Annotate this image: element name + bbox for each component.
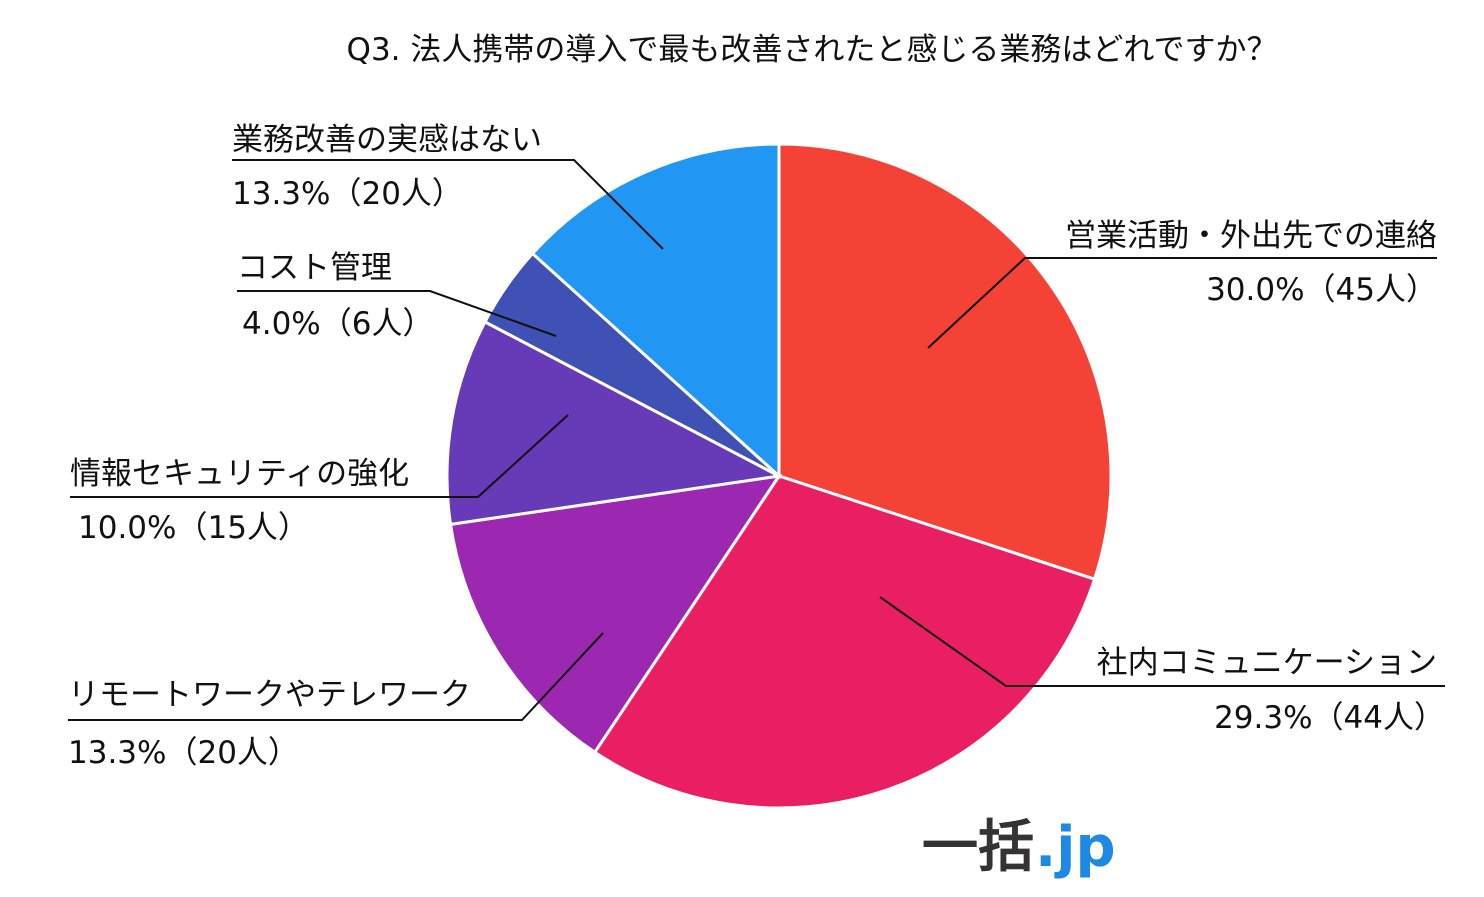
leader-line-3 (68, 632, 604, 721)
pie-slice-3 (448, 474, 783, 755)
leader-line-1 (927, 257, 1437, 349)
slice-value-1: 30.0%（45人） (1206, 272, 1437, 308)
pie-slice-6 (530, 142, 781, 480)
slice-label-2: 社内コミュニケーション (1097, 645, 1437, 681)
pie-slice-4 (445, 319, 784, 527)
leader-line-6 (232, 159, 664, 250)
logo-main-text: 一括 (922, 815, 1034, 880)
slice-value-2: 29.3%（44人） (1214, 700, 1445, 736)
slice-label-3: リモートワークやテレワーク (68, 677, 471, 713)
pie-slice-1 (777, 142, 1113, 582)
slice-value-4: 10.0%（15人） (78, 510, 309, 546)
chart-title: Q3. 法人携帯の導入で最も改善されたと感じる業務はどれですか？ (347, 32, 1278, 68)
slice-label-6: 業務改善の実感はない (232, 122, 542, 158)
leader-line-4 (70, 414, 569, 498)
slice-value-5: 4.0%（6人） (242, 306, 433, 342)
slice-labels: 営業活動・外出先での連絡 30.0%（45人） 社内コミュニケーション 29.3%（4… (68, 122, 1445, 771)
pie-slice-2 (592, 474, 1097, 810)
slice-label-4: 情報セキュリティの強化 (70, 456, 409, 492)
logo-jp-text: .jp (1035, 815, 1116, 880)
slice-label-5: コスト管理 (237, 250, 392, 286)
leader-line-5 (237, 290, 557, 337)
slice-label-1: 営業活動・外出先での連絡 (1065, 218, 1437, 254)
leader-line-2 (879, 596, 1445, 687)
slice-value-6: 13.3%（20人） (232, 176, 463, 212)
pie-slices (445, 142, 1113, 810)
logo: 一括 .jp (922, 815, 1116, 880)
slice-value-3: 13.3%（20人） (68, 735, 299, 771)
